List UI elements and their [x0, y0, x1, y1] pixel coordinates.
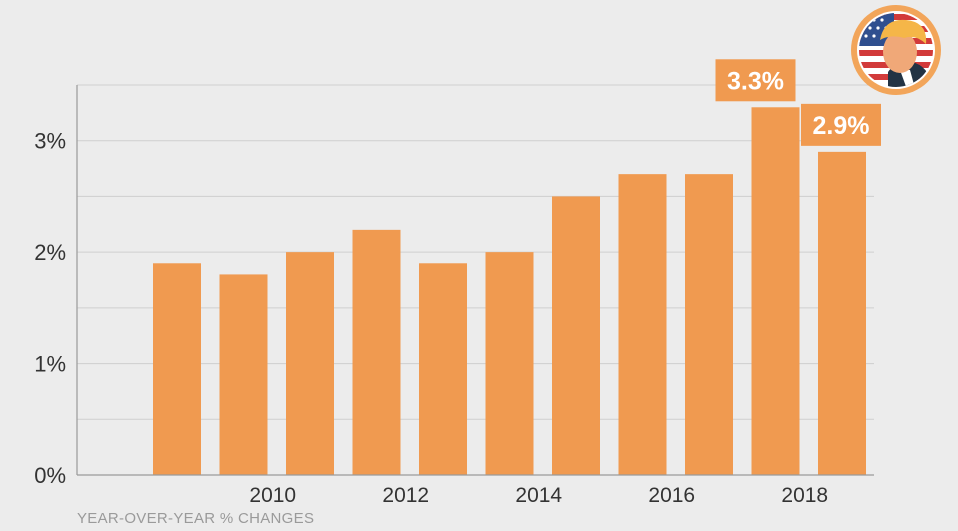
y-tick-labels: 0% 1% 2% 3%	[34, 129, 66, 488]
value-callouts: 3.3% 2.9%	[715, 59, 881, 146]
bar-2015	[552, 196, 600, 475]
x-tick-label: 2012	[382, 484, 429, 507]
x-tick-label: 2016	[648, 484, 695, 507]
y-tick-label: 0%	[34, 463, 66, 488]
bar-2010	[219, 274, 268, 475]
bar-2009	[153, 263, 201, 475]
bar-2011	[286, 252, 334, 475]
bar-2014	[485, 252, 534, 475]
y-tick-label: 3%	[34, 129, 66, 154]
callout-label: 2.9%	[813, 112, 870, 140]
bar-2018	[751, 107, 800, 476]
callout-2019: 2.9%	[801, 103, 881, 146]
bar-2016	[618, 174, 667, 475]
x-tick-labels: 2010 2012 2014 2016 2018	[249, 484, 828, 507]
callout-2018: 3.3%	[715, 59, 796, 102]
callout-box	[715, 59, 796, 102]
bar-2012	[352, 229, 401, 475]
bar-2019	[818, 151, 866, 475]
y-tick-label: 1%	[34, 352, 66, 377]
callout-box	[801, 103, 881, 146]
bar-2013	[419, 263, 467, 475]
bars	[153, 107, 866, 476]
x-tick-label: 2014	[515, 484, 562, 507]
y-tick-label: 2%	[34, 240, 66, 265]
bar-2017	[685, 174, 733, 475]
callout-label: 3.3%	[727, 67, 784, 95]
chart-caption: YEAR-OVER-YEAR % CHANGES	[77, 510, 315, 527]
x-tick-label: 2010	[249, 484, 296, 507]
gridlines	[77, 84, 874, 420]
x-tick-label: 2018	[781, 484, 828, 507]
flag-portrait-badge-icon	[851, 5, 941, 95]
